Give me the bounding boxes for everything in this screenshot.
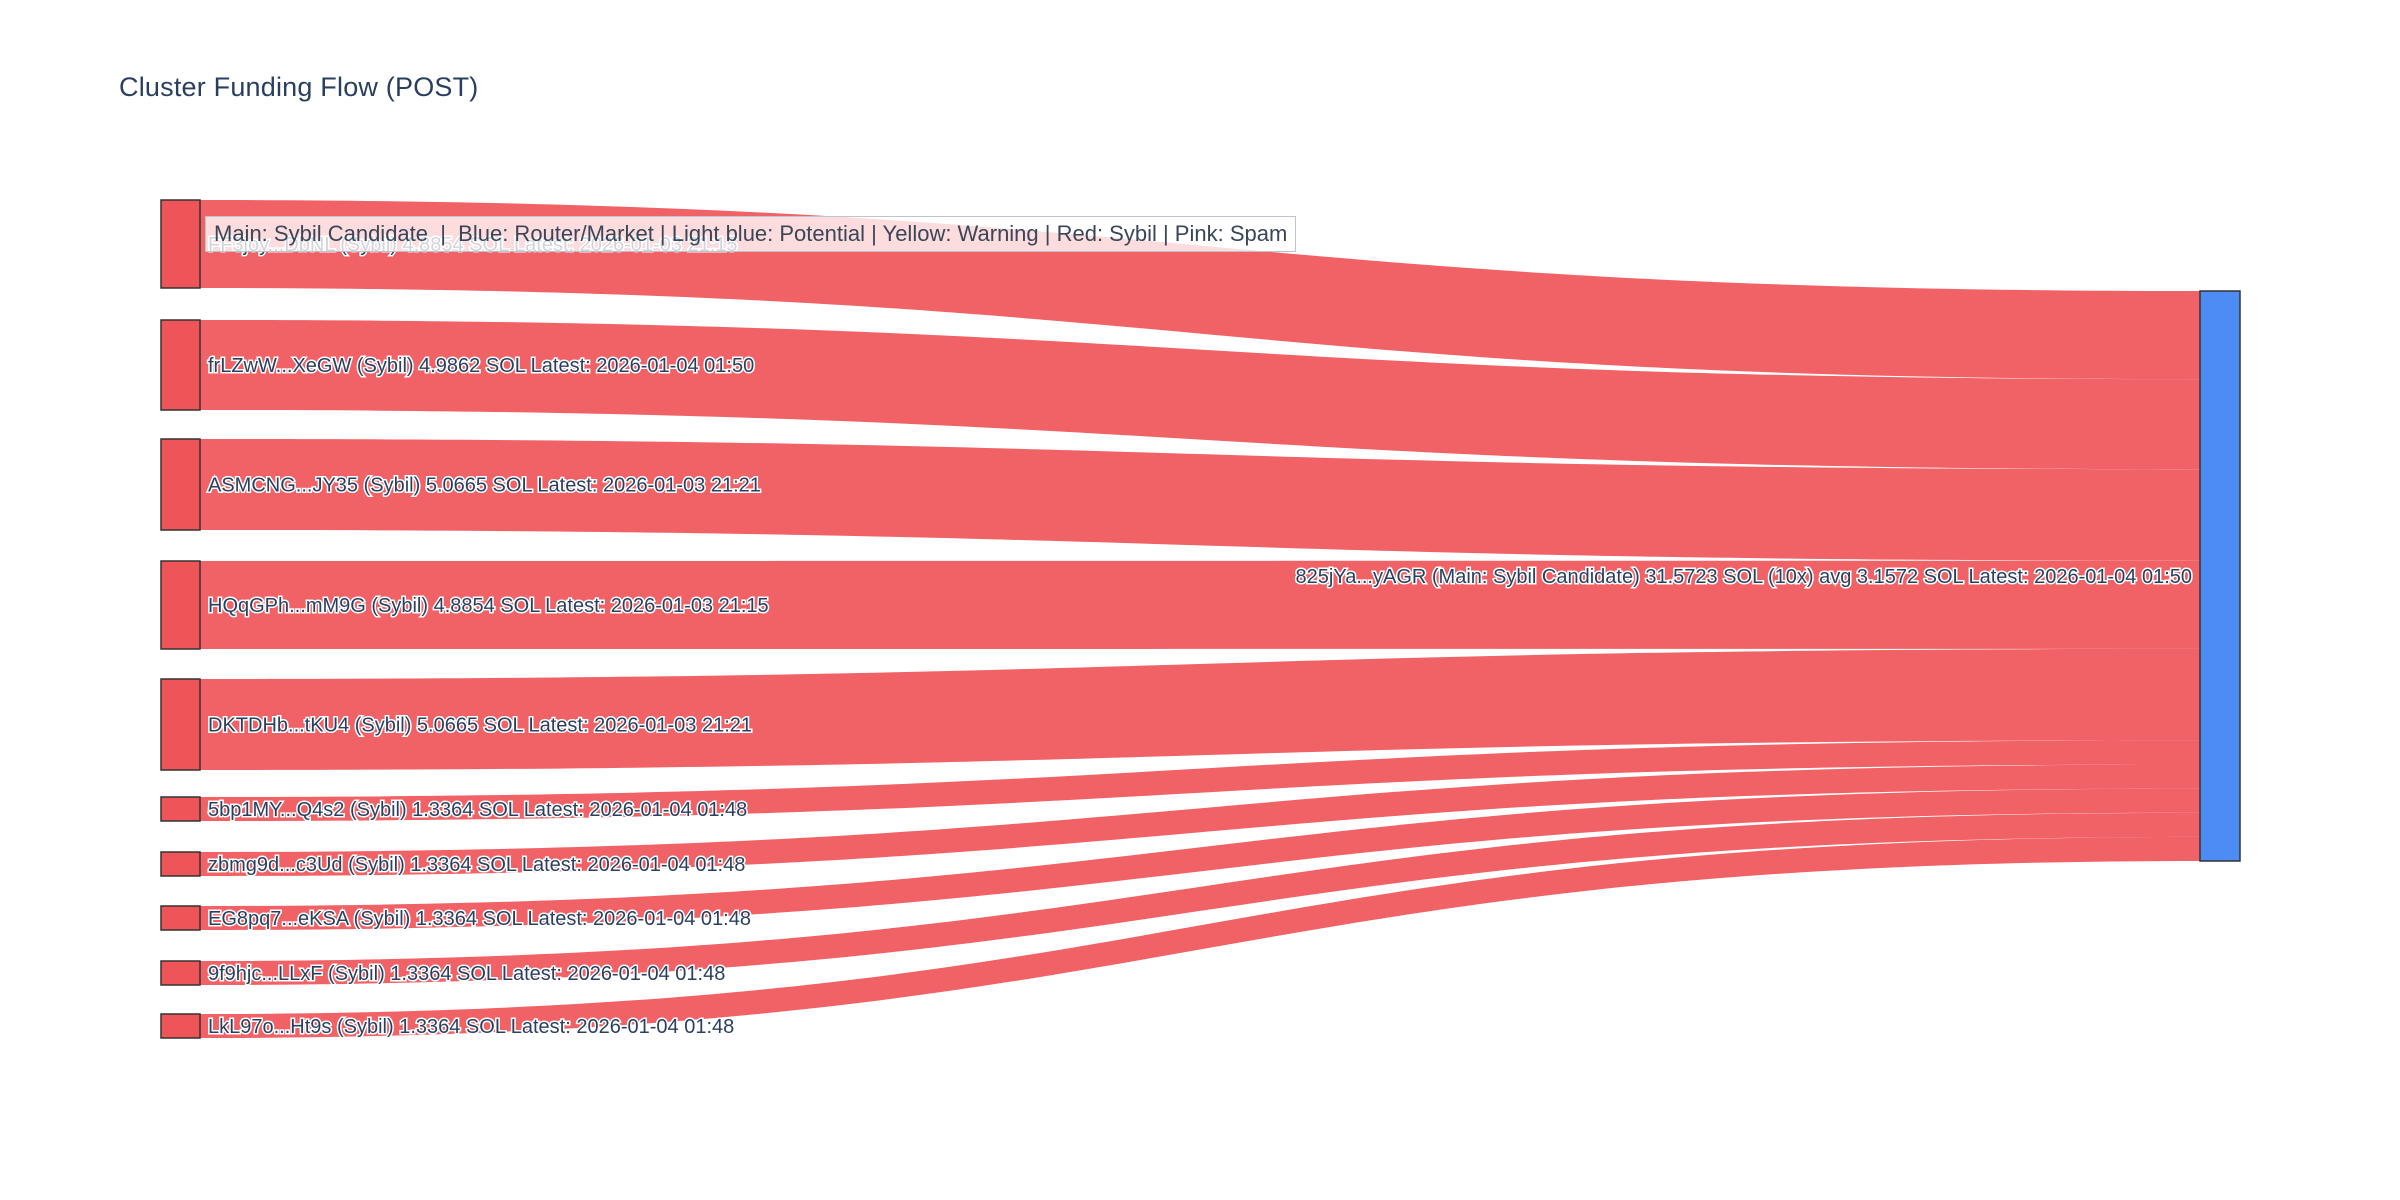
sankey-node-source[interactable] [160,1013,201,1039]
sankey-link[interactable] [200,740,2200,821]
chart-title: Cluster Funding Flow (POST) [119,72,479,102]
sankey-link[interactable] [200,648,2200,770]
sankey-link[interactable] [200,788,2200,930]
sankey-node-source[interactable] [160,319,201,411]
node-label: DKTDHb...tKU4 (Sybil) 5.0665 SOL Latest:… [208,715,752,737]
node-label: EG8pq7...eKSA (Sybil) 1.3364 SOL Latest:… [208,908,751,930]
sankey-node-source[interactable] [160,905,201,931]
node-label: zbmg9d...c3Ud (Sybil) 1.3364 SOL Latest:… [208,854,745,876]
sankey-node-source[interactable] [160,199,201,289]
sankey-node-source[interactable] [160,960,201,986]
node-label: ASMCNG...JY35 (Sybil) 5.0665 SOL Latest:… [208,475,761,497]
legend-annotation: Main: Sybil Candidate | Blue: Router/Mar… [205,216,1297,252]
node-label: frLZwW...XeGW (Sybil) 4.9862 SOL Latest:… [208,355,754,377]
target-node-label: 825jYa...yAGR (Main: Sybil Candidate) 31… [1296,566,2192,588]
sankey-link[interactable] [200,812,2200,985]
sankey-link[interactable] [200,836,2200,1038]
sankey-node-source[interactable] [160,851,201,877]
sankey-link[interactable] [200,764,2200,876]
sankey-link[interactable] [200,439,2200,561]
sankey-link[interactable] [200,560,2200,649]
sankey-node-source[interactable] [160,438,201,531]
sankey-node-source[interactable] [160,560,201,650]
node-label: LkL97o...Ht9s (Sybil) 1.3364 SOL Latest:… [208,1016,734,1038]
node-label: 9f9hjc...LLxF (Sybil) 1.3364 SOL Latest:… [208,963,725,985]
sankey-node-target[interactable] [2199,290,2241,862]
sankey-node-source[interactable] [160,678,201,771]
node-label: HQqGPh...mM9G (Sybil) 4.8854 SOL Latest:… [208,595,769,617]
node-label: 5bp1MY...Q4s2 (Sybil) 1.3364 SOL Latest:… [208,799,747,821]
sankey-link[interactable] [200,320,2200,470]
sankey-node-source[interactable] [160,796,201,822]
